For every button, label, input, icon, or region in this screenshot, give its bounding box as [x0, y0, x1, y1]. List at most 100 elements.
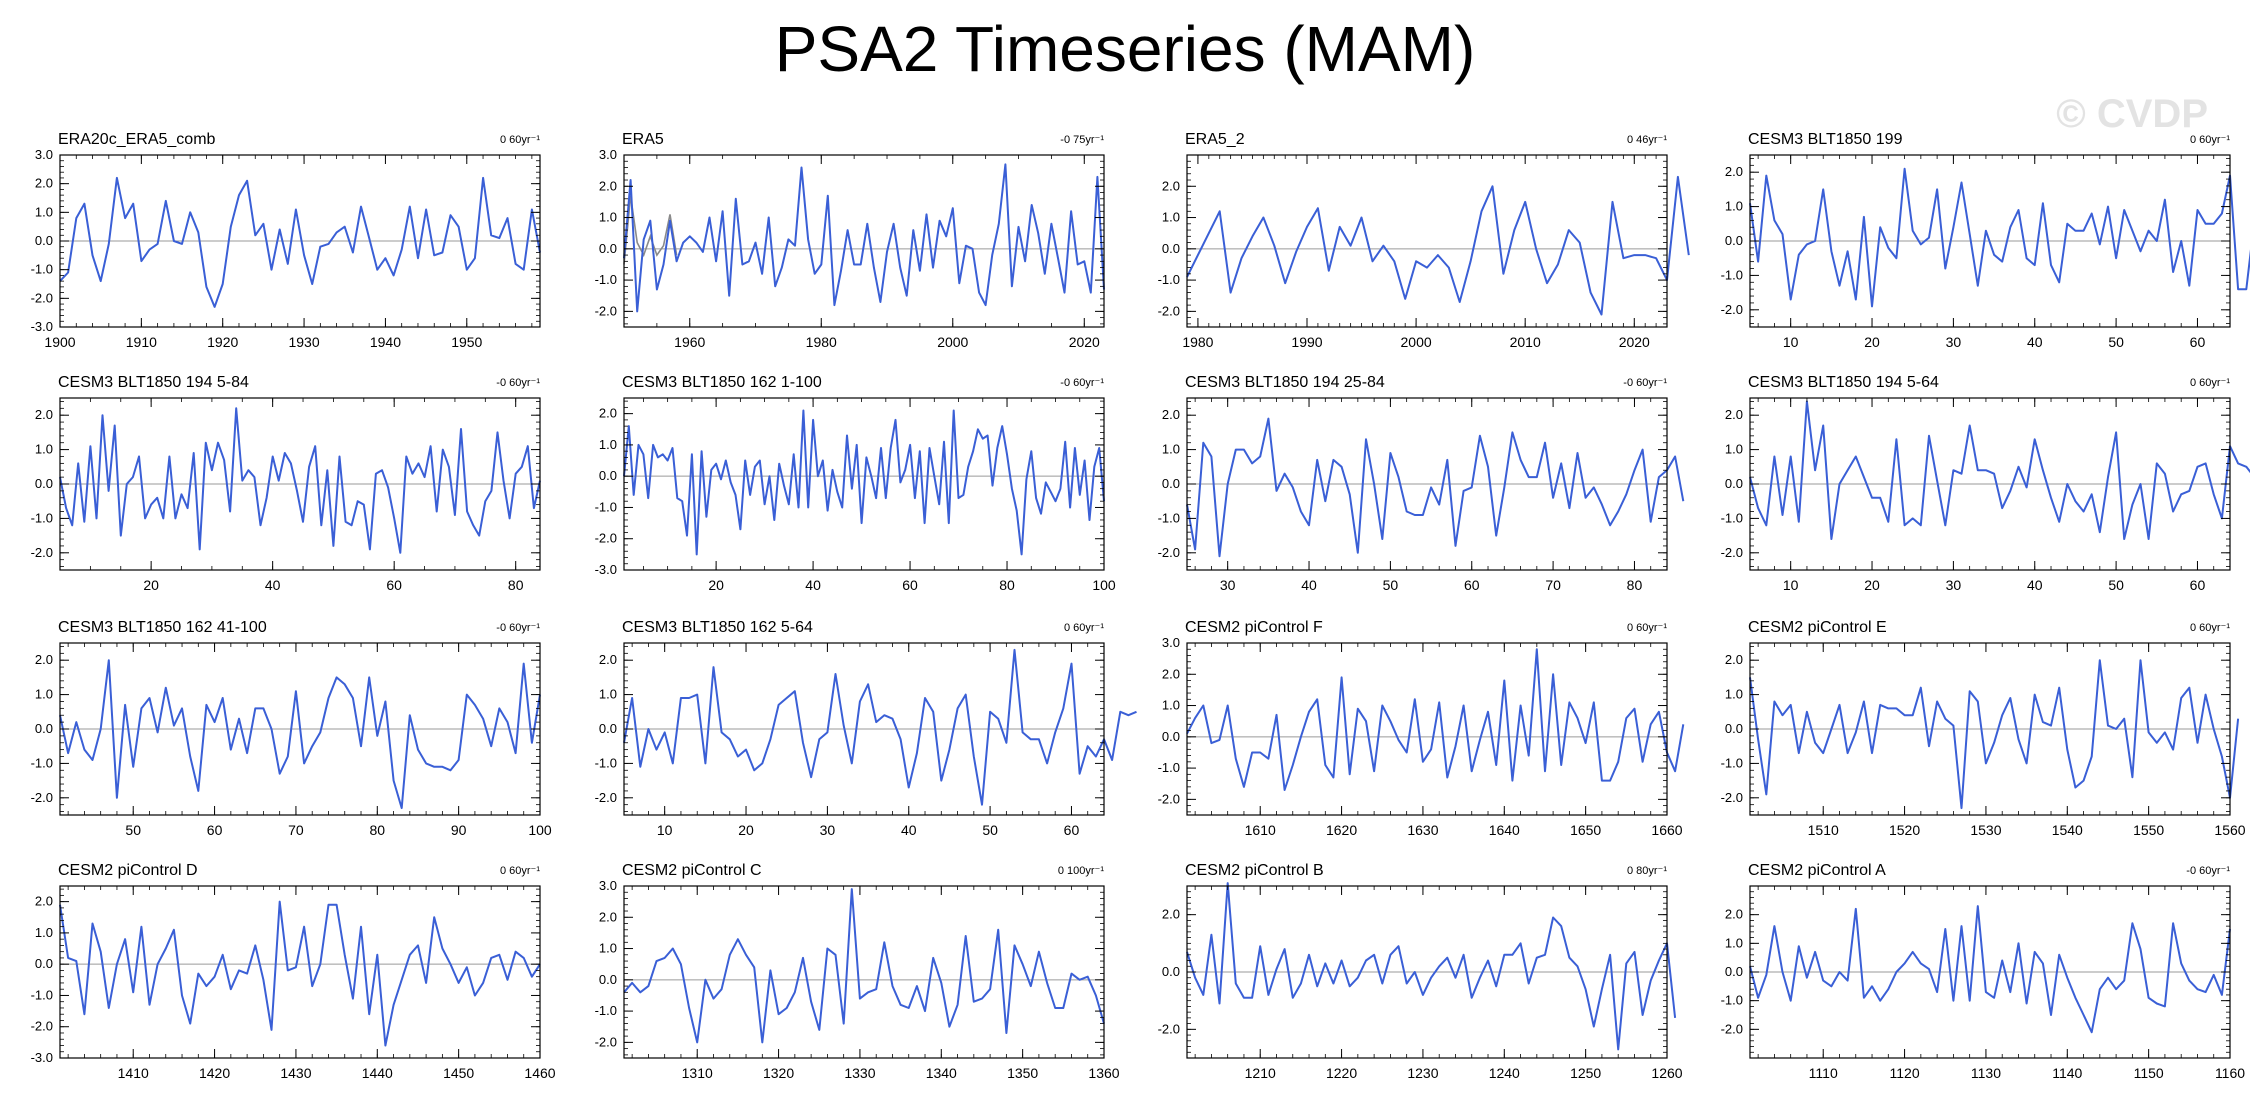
series-line [1186, 882, 1677, 1051]
y-tick-label: 1.0 [599, 687, 617, 702]
y-tick-label: -1.0 [595, 755, 617, 770]
y-tick-label: -1.0 [1158, 510, 1180, 525]
chart-panel-9: CESM3 BLT1850 162 41-100 -0 60yr⁻¹ -2.0 -1.… [31, 619, 552, 838]
x-tick-label: 1160 [2215, 1065, 2245, 1081]
y-tick-label: -1.0 [31, 262, 53, 277]
x-tick-label: 1900 [44, 334, 75, 350]
x-tick-label: 1930 [288, 334, 319, 350]
x-tick-label: 1420 [199, 1065, 230, 1081]
y-tick-label: -2.0 [1158, 1021, 1180, 1036]
series-line [1749, 400, 2250, 540]
plot-frame [623, 885, 1105, 1059]
y-tick-label: 0.0 [1725, 964, 1743, 979]
trend-label: -0 60yr⁻¹ [1060, 377, 1104, 389]
series-line [623, 163, 1105, 313]
x-tick-label: 20 [1864, 577, 1880, 593]
x-tick-label: 1350 [1007, 1065, 1038, 1081]
x-tick-label: 1240 [1489, 1065, 1520, 1081]
y-tick-label: 2.0 [35, 176, 53, 191]
x-tick-label: 30 [1946, 577, 1962, 593]
x-tick-label: 70 [1545, 577, 1561, 593]
x-tick-label: 1980 [806, 334, 837, 350]
x-tick-label: 20 [143, 577, 159, 593]
x-tick-label: 100 [528, 822, 552, 838]
x-tick-label: 40 [1301, 577, 1317, 593]
x-tick-label: 50 [1383, 577, 1399, 593]
x-tick-label: 100 [1092, 577, 1116, 593]
x-tick-label: 1520 [1889, 822, 1920, 838]
y-tick-label: 3.0 [1162, 635, 1180, 650]
chart-panel-4: CESM3 BLT1850 199 0 60yr⁻¹ -2.0 -1.0 0.0 1.0 2… [1721, 131, 2250, 350]
y-tick-label: 1.0 [1162, 210, 1180, 225]
trend-label: 0 60yr⁻¹ [1627, 622, 1667, 634]
x-tick-label: 60 [1064, 822, 1080, 838]
y-tick-label: -1.0 [595, 499, 617, 514]
panel-title: CESM2 piControl E [1748, 619, 1887, 636]
y-tick-label: -2.0 [1721, 302, 1743, 317]
y-tick-label: 0.0 [599, 241, 617, 256]
x-tick-label: 20 [1864, 334, 1880, 350]
y-tick-label: 2.0 [1162, 178, 1180, 193]
x-tick-label: 40 [2027, 577, 2043, 593]
trend-label: 0 60yr⁻¹ [500, 865, 540, 877]
y-tick-label: 0.0 [599, 721, 617, 736]
y-tick-label: 3.0 [599, 147, 617, 162]
x-tick-label: 60 [207, 822, 223, 838]
y-tick-label: -1.0 [1721, 267, 1743, 282]
panel-title: CESM2 piControl B [1185, 862, 1324, 879]
x-tick-label: 1150 [2134, 1065, 2164, 1081]
y-tick-label: 2.0 [599, 652, 617, 667]
x-tick-label: 40 [901, 822, 917, 838]
y-tick-label: 0.0 [35, 233, 53, 248]
y-tick-label: 2.0 [1162, 907, 1180, 922]
x-tick-label: 1610 [1245, 822, 1276, 838]
series-line [59, 900, 541, 1047]
x-tick-label: 1410 [118, 1065, 149, 1081]
x-tick-label: 1440 [362, 1065, 393, 1081]
x-tick-label: 1230 [1407, 1065, 1438, 1081]
x-tick-label: 1620 [1326, 822, 1357, 838]
panel-title: CESM2 piControl D [58, 862, 198, 879]
trend-label: 0 60yr⁻¹ [1064, 622, 1104, 634]
y-tick-label: 1.0 [35, 687, 53, 702]
chart-panel-13: CESM2 piControl D 0 60yr⁻¹ -3.0 -2.0 -1.0 0.0… [31, 862, 556, 1081]
x-tick-label: 1360 [1088, 1065, 1119, 1081]
y-tick-label: -2.0 [1158, 791, 1180, 806]
y-tick-label: 2.0 [35, 894, 53, 909]
x-tick-label: 1960 [674, 334, 705, 350]
y-tick-label: 2.0 [599, 406, 617, 421]
x-tick-label: 60 [1464, 577, 1480, 593]
chart-panel-14: CESM2 piControl C 0 100yr⁻¹ -2.0 -1.0 0.0 1.0… [595, 862, 1120, 1081]
x-tick-label: 80 [1627, 577, 1643, 593]
x-tick-label: 1920 [207, 334, 238, 350]
x-tick-label: 60 [2190, 334, 2206, 350]
y-tick-label: -2.0 [1721, 790, 1743, 805]
trend-label: -0 60yr⁻¹ [2186, 865, 2230, 877]
chart-panel-10: CESM3 BLT1850 162 5-64 0 60yr⁻¹ -2.0 -1.0 0.… [595, 619, 1137, 838]
x-tick-label: 50 [2108, 577, 2124, 593]
y-tick-label: 0.0 [1162, 964, 1180, 979]
plot-frame [623, 154, 1105, 328]
trend-label: 0 80yr⁻¹ [1627, 865, 1667, 877]
y-tick-label: 3.0 [599, 878, 617, 893]
y-tick-label: 1.0 [1725, 687, 1743, 702]
x-tick-label: 1530 [1970, 822, 2001, 838]
y-tick-label: -1.0 [1721, 755, 1743, 770]
x-tick-label: 1130 [1971, 1065, 2001, 1081]
series-line [623, 648, 1137, 806]
x-tick-label: 2000 [937, 334, 968, 350]
chart-panel-6: CESM3 BLT1850 162 1-100 -0 60yr⁻¹ -3.0 -2.0… [595, 374, 1116, 593]
trend-label: 0 46yr⁻¹ [1627, 134, 1667, 146]
y-tick-label: -2.0 [31, 1019, 53, 1034]
y-tick-label: -2.0 [1721, 545, 1743, 560]
series-line [1749, 659, 2240, 810]
chart-panel-5: CESM3 BLT1850 194 5-84 -0 60yr⁻¹ -2.0 -1.0 0… [31, 374, 541, 593]
x-tick-label: 20 [738, 822, 754, 838]
x-tick-label: 1210 [1245, 1065, 1276, 1081]
trend-label: 0 100yr⁻¹ [1058, 865, 1104, 877]
y-tick-label: 2.0 [35, 652, 53, 667]
x-tick-label: 1980 [1182, 334, 1213, 350]
y-tick-label: 1.0 [35, 925, 53, 940]
chart-panel-11: CESM2 piControl F 0 60yr⁻¹ -2.0 -1.0 0.0 1.0 2… [1158, 619, 1685, 838]
series-line [1186, 417, 1685, 558]
